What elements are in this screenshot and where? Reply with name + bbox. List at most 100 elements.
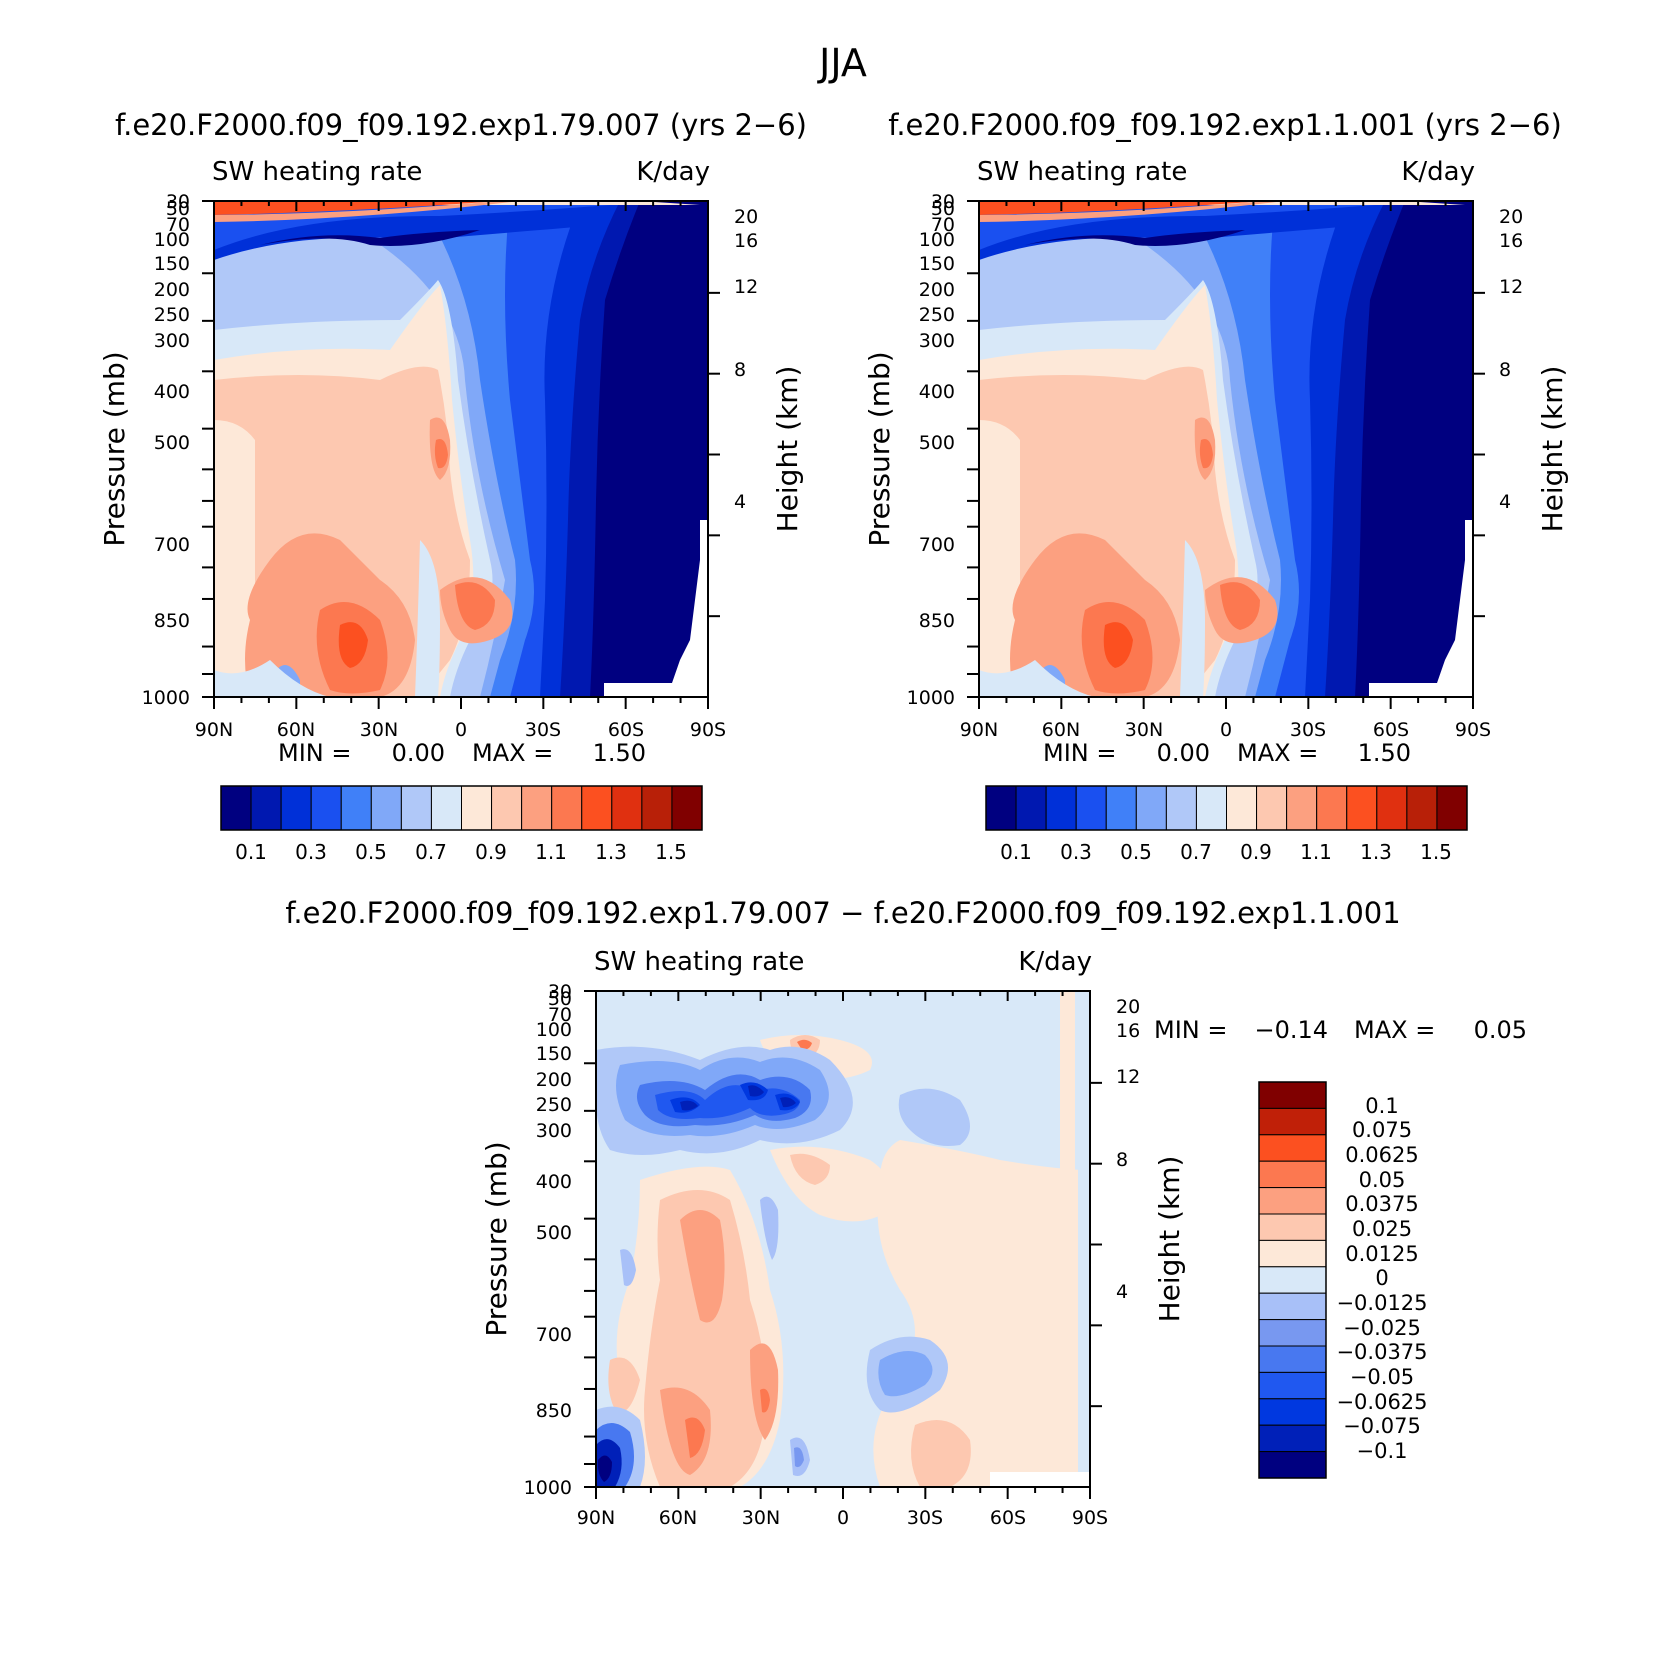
panel-left-axes: 90N 60N 30N 0 30S 60S 90S 30 50 70 100 1…	[142, 191, 759, 741]
panel-diff-colorbar-swatch	[1258, 1160, 1327, 1189]
panel-left-colorbar-swatch	[340, 785, 372, 831]
panel-diff-ylabel: Pressure (mb)	[480, 1141, 513, 1336]
panel-right-colorbar-swatch	[1195, 785, 1227, 831]
panel-diff-axes: 90N 60N 30N 0 30S 60S 90S 30 50 70 100 1…	[524, 981, 1141, 1529]
panel-left-xtick-30n: 30N	[360, 719, 398, 741]
panel-left-cb-label-0.5: 0.5	[355, 840, 387, 864]
panel-right-ytick-250: 250	[919, 304, 955, 326]
panel-left-ytick-1000: 1000	[142, 687, 190, 709]
panel-left-ytick-100: 100	[154, 229, 190, 251]
panel-diff-cb-label-14: −0.1	[1357, 1439, 1408, 1463]
panel-left-variable: SW heating rate	[212, 157, 422, 187]
panel-diff-colorbar-swatch	[1258, 1213, 1327, 1241]
panel-right-colorbar-frame	[985, 785, 1468, 831]
panel-right-y2tick-12: 12	[1499, 276, 1523, 298]
panel-right-colorbar-swatch	[1226, 785, 1258, 831]
axis-tick-marks	[202, 200, 1485, 1499]
panel-left-y2tick-4: 4	[734, 491, 746, 513]
panel-left-colorbar-swatch	[641, 785, 673, 831]
panel-right-ylabel: Pressure (mb)	[863, 351, 896, 546]
panel-right-ylabel2: Height (km)	[1536, 366, 1569, 533]
panel-diff-colorbar-swatch	[1258, 1451, 1327, 1479]
panel-right-y2tick-16: 16	[1499, 230, 1523, 252]
panel-left-ytick-300: 300	[154, 330, 190, 352]
panel-left-colorbar-swatch	[430, 785, 462, 831]
panel-right-ytick-100: 100	[919, 229, 955, 251]
panel-right-colorbar-swatch	[1376, 785, 1408, 831]
panel-diff-cb-label-3: 0.05	[1359, 1168, 1406, 1192]
panel-diff-xtick-60s: 60S	[990, 1507, 1026, 1529]
panel-right-colorbar-swatch	[985, 785, 1017, 831]
panel-left-colorbar-swatch	[521, 785, 553, 831]
panel-right-xtick-30s: 30S	[1290, 719, 1326, 741]
panel-left-y2tick-16: 16	[734, 230, 758, 252]
panel-right-ytick-500: 500	[919, 432, 955, 454]
panel-diff-ytick-250: 250	[536, 1094, 572, 1116]
panel-left-cb-label-0.3: 0.3	[295, 840, 327, 864]
panel-left-y2tick-12: 12	[734, 276, 758, 298]
panel-right-ytick-1000: 1000	[907, 687, 955, 709]
panel-left-cb-label-1.5: 1.5	[655, 840, 687, 864]
panel-right-ytick-50: 50	[931, 198, 955, 220]
panel-left-colorbar-swatch	[370, 785, 402, 831]
panel-right-cb-label-0.3: 0.3	[1060, 840, 1092, 864]
panel-left-max-value: 1.50	[593, 739, 646, 767]
panel-right-xtick-60n: 60N	[1042, 719, 1080, 741]
panel-right-colorbar-swatch	[1015, 785, 1047, 831]
panel-diff-min-value: −0.14	[1254, 1016, 1328, 1044]
panel-diff-y2tick-20: 20	[1116, 996, 1140, 1018]
panel-right-max-label: MAX =	[1237, 739, 1318, 767]
panel-diff-cb-label-6: 0.0125	[1345, 1242, 1418, 1266]
panel-diff-colorbar-swatch	[1258, 1398, 1327, 1426]
panel-left-units: K/day	[636, 157, 710, 187]
panel-right-y2tick-4: 4	[1499, 491, 1511, 513]
panel-right-ytick-300: 300	[919, 330, 955, 352]
panel-right-ytick-150: 150	[919, 253, 955, 275]
panel-right-cb-label-1.1: 1.1	[1300, 840, 1332, 864]
panel-left-xtick-60n: 60N	[277, 719, 315, 741]
panel-diff-xtick-0: 0	[837, 1507, 849, 1529]
panel-left-ytick-50: 50	[166, 198, 190, 220]
panel-diff-colorbar-swatch	[1258, 1371, 1327, 1400]
panel-left-title: f.e20.F2000.f09_f09.192.exp1.79.007 (yrs…	[115, 108, 807, 142]
panel-left-cb-label-1.1: 1.1	[535, 840, 567, 864]
panel-diff-xtick-60n: 60N	[659, 1507, 697, 1529]
panel-right-ytick-850: 850	[919, 610, 955, 632]
panel-right-min-value: 0.00	[1157, 739, 1210, 767]
panel-right-max-value: 1.50	[1358, 739, 1411, 767]
panel-left-colorbar-swatch	[310, 785, 342, 831]
panel-diff-colorbar-frame	[1258, 1081, 1327, 1479]
panel-diff-ytick-500: 500	[536, 1222, 572, 1244]
panel-right-cb-label-1.5: 1.5	[1420, 840, 1452, 864]
panel-diff-cb-label-12: −0.0625	[1336, 1390, 1427, 1414]
panel-diff-cb-label-2: 0.0625	[1345, 1143, 1418, 1167]
panel-diff-colorbar-swatch	[1258, 1319, 1327, 1347]
panel-left-cb-label-0.7: 0.7	[415, 840, 447, 864]
panel-diff-max-label: MAX =	[1354, 1016, 1435, 1044]
panel-right-cb-label-1.3: 1.3	[1360, 840, 1392, 864]
panel-diff-xtick-30n: 30N	[742, 1507, 780, 1529]
panel-left-colorbar-swatch	[400, 785, 432, 831]
panel-right-colorbar-swatch	[1135, 785, 1167, 831]
panel-left-ylabel: Pressure (mb)	[98, 351, 131, 546]
panel-left-cb-label-1.3: 1.3	[595, 840, 627, 864]
panel-right-colorbar-swatch	[1256, 785, 1288, 831]
panel-diff-max-value: 0.05	[1474, 1016, 1527, 1044]
panel-diff-colorbar-swatch	[1258, 1239, 1327, 1268]
panel-diff-ytick-1000: 1000	[524, 1477, 572, 1499]
panel-diff-ytick-700: 700	[536, 1324, 572, 1346]
panel-diff-y2tick-16: 16	[1116, 1020, 1140, 1042]
panel-diff-ytick-100: 100	[536, 1019, 572, 1041]
panel-diff-colorbar-swatch	[1258, 1292, 1327, 1321]
panel-right-colorbar-swatch	[1286, 785, 1318, 831]
panel-diff-y2tick-4: 4	[1116, 1281, 1128, 1303]
panel-left-ylabel2: Height (km)	[771, 366, 804, 533]
panel-diff-variable: SW heating rate	[594, 947, 804, 977]
panel-diff-xtick-30s: 30S	[907, 1507, 943, 1529]
panel-diff-y2tick-8: 8	[1116, 1149, 1128, 1171]
panel-diff-cb-label-11: −0.05	[1350, 1365, 1414, 1389]
panel-left-max-label: MAX =	[472, 739, 553, 767]
panel-left-xtick-60s: 60S	[608, 719, 644, 741]
panel-diff-title: f.e20.F2000.f09_f09.192.exp1.79.007 − f.…	[285, 896, 1400, 930]
